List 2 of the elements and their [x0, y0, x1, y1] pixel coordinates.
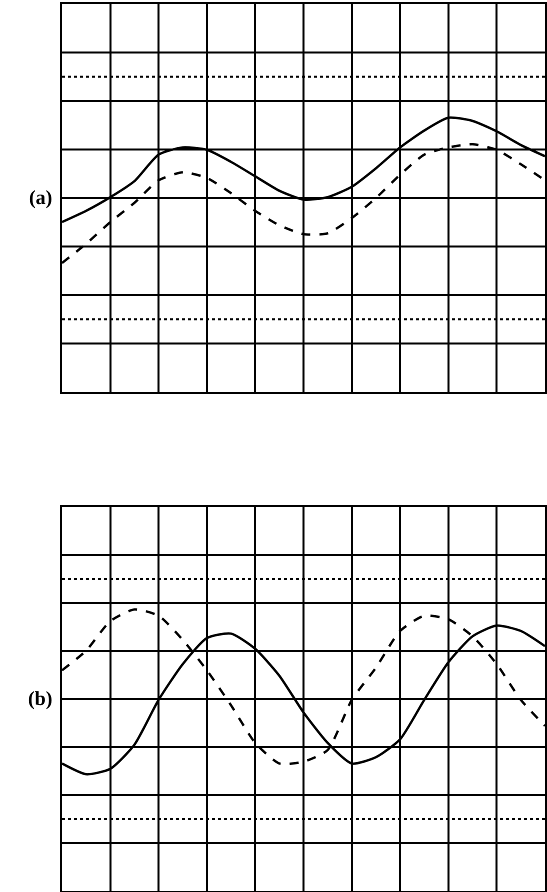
text: (a) [29, 187, 52, 209]
text: (b) [28, 688, 52, 710]
